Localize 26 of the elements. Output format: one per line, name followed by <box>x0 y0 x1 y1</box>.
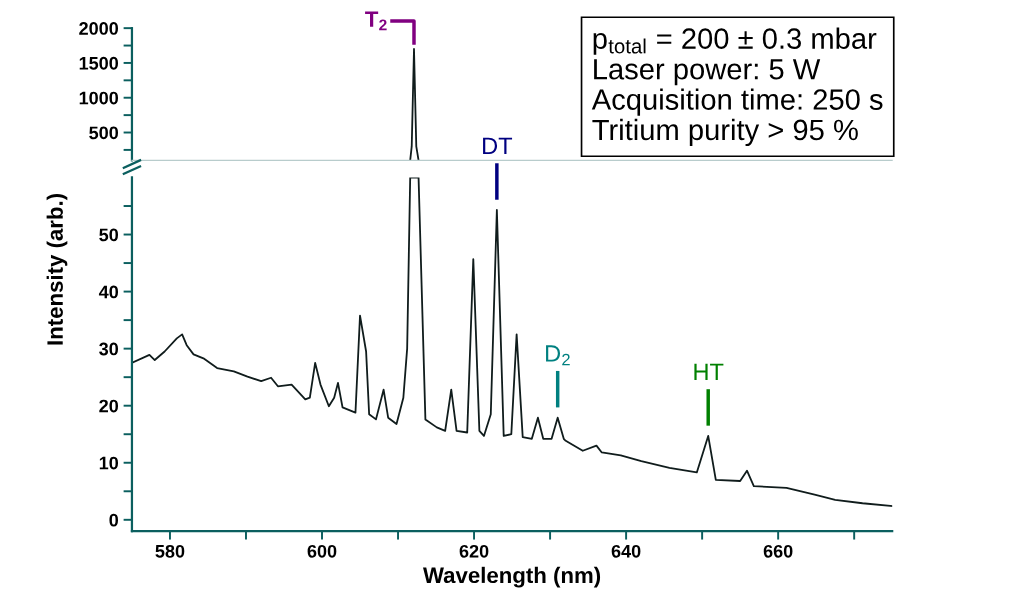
annotation: Tritium purity > 95 % <box>592 118 858 147</box>
annotation: DT <box>483 137 513 154</box>
annotation: Laser power: 5 W <box>594 59 821 86</box>
annotation: p$_{total}$ = 200 ± 0.3 mbar <box>593 27 877 55</box>
y-tick-label: 30 <box>99 342 119 356</box>
y-axis-title: Intensity (arb.) <box>46 194 68 345</box>
y-tick-label: 500 <box>89 126 119 140</box>
annotation: T$_{2}$ <box>365 11 387 31</box>
y-tick-label: 1500 <box>79 56 119 70</box>
x-axis-title: Wavelength (nm) <box>423 566 601 588</box>
y-tick-label: 0 <box>109 513 119 527</box>
y-tick-label: 10 <box>99 456 119 470</box>
x-tick-label: 640 <box>611 544 641 558</box>
x-tick-label: 600 <box>307 544 337 558</box>
x-tick-label: 580 <box>155 544 185 558</box>
line-series <box>131 177 893 508</box>
x-tick-label: 660 <box>763 544 793 558</box>
y-tick-label: 40 <box>98 285 119 299</box>
annotation: D$_{2}$ <box>546 345 570 366</box>
annotation: HT <box>694 363 724 380</box>
y-tick-label: 50 <box>99 228 119 242</box>
y-tick-label: 1000 <box>79 91 119 105</box>
y-tick-label: 20 <box>99 399 119 413</box>
x-tick-label: 620 <box>459 544 489 558</box>
annotation: Acquisition time: 250 s <box>591 88 883 116</box>
y-tick-label: 2000 <box>79 22 119 35</box>
